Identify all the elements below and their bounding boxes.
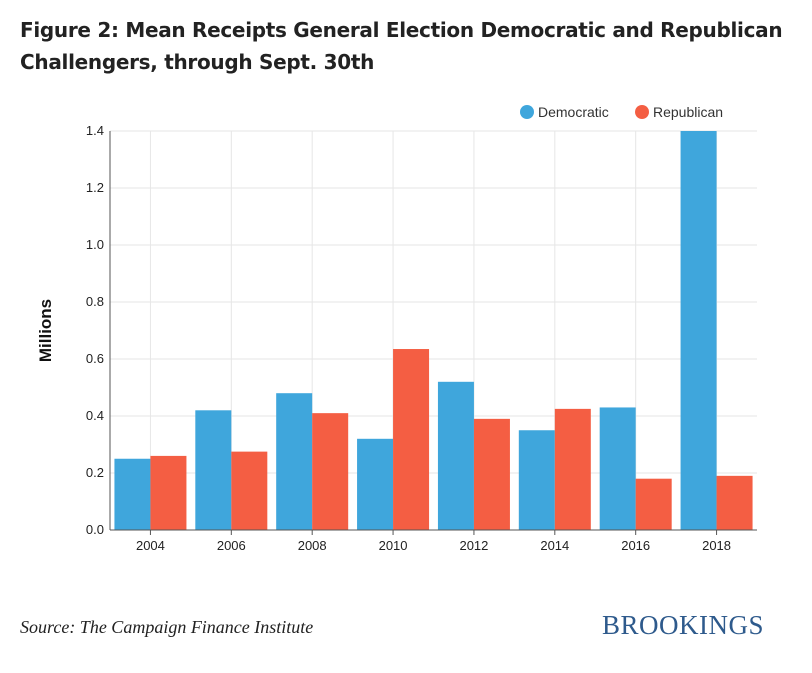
- x-tick-label: 2004: [136, 538, 165, 553]
- x-tick-label: 2014: [540, 538, 569, 553]
- brookings-logo: BROOKINGS: [602, 610, 765, 640]
- bar-chart: 0.0 0.2 0.4 0.6 0.8 1.0 1.2 1.4 2004 2006 2008 2010…: [36, 104, 757, 553]
- bar-republican-2004: [150, 455, 187, 530]
- y-tick-label: 0.4: [86, 408, 104, 423]
- legend-marker-democratic: [520, 105, 534, 119]
- bar-democratic-2010: [357, 438, 394, 530]
- x-tick-label: 2012: [459, 538, 488, 553]
- y-axis-title: Millions: [36, 299, 55, 362]
- source-note: Source: The Campaign Finance Institute: [20, 617, 314, 637]
- y-tick-label: 0.0: [86, 522, 104, 537]
- x-tick-label: 2016: [621, 538, 650, 553]
- bar-republican-2006: [231, 451, 268, 530]
- bar-democratic-2018: [680, 131, 717, 530]
- bar-republican-2010: [393, 349, 430, 530]
- bar-democratic-2006: [195, 410, 232, 530]
- bar-democratic-2012: [437, 381, 474, 530]
- bar-democratic-2004: [114, 458, 151, 530]
- bar-democratic-2008: [276, 393, 313, 530]
- legend-label-democratic: Democratic: [538, 104, 609, 120]
- bar-republican-2016: [635, 478, 672, 530]
- y-tick-label: 1.2: [86, 180, 104, 195]
- x-tick-label: 2008: [298, 538, 327, 553]
- y-tick-label: 1.4: [86, 123, 104, 138]
- bar-republican-2018: [716, 475, 753, 530]
- legend-marker-republican: [635, 105, 649, 119]
- y-tick-label: 0.2: [86, 465, 104, 480]
- y-tick-label: 1.0: [86, 237, 104, 252]
- bar-republican-2008: [312, 413, 349, 530]
- bar-democratic-2014: [518, 430, 555, 530]
- x-tick-label: 2010: [379, 538, 408, 553]
- y-tick-label: 0.6: [86, 351, 104, 366]
- bar-democratic-2016: [599, 407, 636, 530]
- x-tick-label: 2006: [217, 538, 246, 553]
- x-tick-label: 2018: [702, 538, 731, 553]
- bar-republican-2012: [473, 418, 510, 530]
- chart-title: Figure 2: Mean Receipts General Election…: [20, 18, 783, 74]
- bar-republican-2014: [554, 408, 591, 530]
- y-tick-label: 0.8: [86, 294, 104, 309]
- legend-label-republican: Republican: [653, 104, 723, 120]
